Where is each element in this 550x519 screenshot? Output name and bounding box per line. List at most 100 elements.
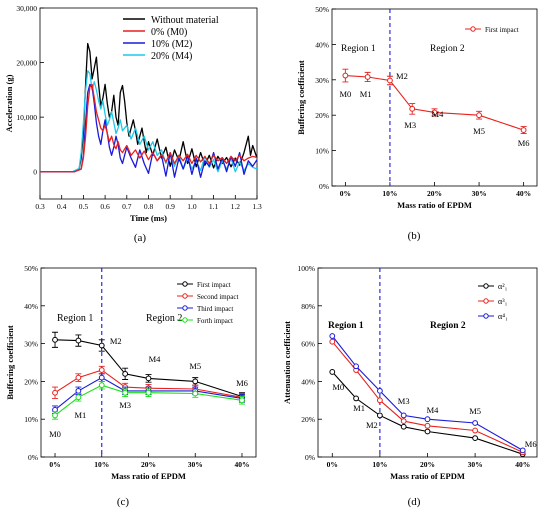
legend-label: Third impact <box>197 305 233 313</box>
data-point <box>329 333 336 339</box>
y-tick-label: 60% <box>301 340 315 349</box>
data-point <box>353 363 359 370</box>
data-point <box>353 395 359 402</box>
point-label: M4 <box>427 405 440 415</box>
legend-label: α⁴₁ <box>498 312 508 321</box>
region-1-label: Region 1 <box>341 44 376 54</box>
y-tick-label: 100% <box>298 264 316 273</box>
y-tick-label: 30% <box>315 76 329 85</box>
y-tick-label: 20% <box>301 415 315 424</box>
x-tick-label: 30% <box>188 460 203 469</box>
data-point <box>145 375 152 382</box>
y-tick-label: 10% <box>315 147 329 156</box>
data-point <box>122 389 129 396</box>
point-label: M3 <box>398 396 410 406</box>
y-tick-label: 40% <box>315 40 329 49</box>
x-tick-label: 30% <box>468 460 483 469</box>
data-point <box>476 112 482 119</box>
x-tick-label: 40% <box>516 189 531 198</box>
data-point <box>52 412 58 419</box>
panel-label: (c) <box>117 496 130 508</box>
y-tick-label: 50% <box>24 264 38 273</box>
point-label: M2 <box>396 71 408 81</box>
data-point <box>329 369 336 375</box>
region-1-label: Region 1 <box>57 313 93 324</box>
y-tick-label: 20,000 <box>16 59 37 68</box>
legend-marker <box>483 283 489 289</box>
x-tick-label: 20% <box>427 189 442 198</box>
legend-marker <box>483 298 489 304</box>
x-tick-label: 1.1 <box>209 202 219 211</box>
panel-b: 0% 10% 20% 30% 40% 50% 0% 10% 20% 30% 40% Region 1 R… <box>296 5 538 242</box>
x-tick-label: 40% <box>234 460 249 469</box>
legend-label: First impact <box>197 281 231 289</box>
point-label: M4 <box>149 354 162 364</box>
x-tick-label: 0.7 <box>122 202 132 211</box>
y-tick-label: 0% <box>305 453 315 462</box>
legend-marker <box>470 26 476 32</box>
panel-a: 0 10,000 20,000 30,000 0.3 0.4 0.5 0.6 0.7 0.8 0.9… <box>4 4 262 244</box>
x-tick-label: 0.4 <box>57 202 67 211</box>
data-point <box>409 105 416 112</box>
x-tick-label: 40% <box>515 460 530 469</box>
x-axis-label: Time (ms) <box>130 213 167 223</box>
x-tick-label: 0% <box>327 460 338 469</box>
legend-marker <box>182 305 188 311</box>
x-tick-label: 0% <box>340 189 351 198</box>
legend-label: Second impact <box>197 293 238 301</box>
legend-label: 10% (M2) <box>151 39 192 50</box>
data-point <box>424 428 431 435</box>
data-point <box>122 370 129 377</box>
point-label: M4 <box>432 109 445 119</box>
data-point <box>376 387 383 394</box>
y-tick-label: 50% <box>315 5 329 14</box>
x-tick-label: 10% <box>382 189 397 198</box>
region-1-label: Region 1 <box>328 321 364 331</box>
x-tick-label: 30% <box>472 189 487 198</box>
region-2-label: Region 2 <box>430 321 466 331</box>
y-tick-label: 30% <box>24 340 38 349</box>
point-label: M1 <box>353 403 365 413</box>
series-line-1 <box>331 341 523 453</box>
point-label: M5 <box>189 361 201 371</box>
legend-label: 0% (M0) <box>151 27 187 38</box>
data-point <box>75 394 82 401</box>
x-tick-label: 0.6 <box>100 202 110 211</box>
point-label: M6 <box>236 378 248 388</box>
y-axis-label: Acceleration (g) <box>4 74 14 132</box>
x-tick-label: 0.3 <box>35 202 45 211</box>
panel-c: 0% 10% 20% 30% 40% 50% 0% 10% 20% 30% 40% Region 1 R… <box>5 264 257 508</box>
x-tick-label: 20% <box>141 460 156 469</box>
legend-label: First impact <box>485 26 519 34</box>
data-point <box>364 74 371 80</box>
x-tick-label: 0.5 <box>79 202 89 211</box>
data-point <box>52 336 58 343</box>
data-point <box>75 387 82 394</box>
y-tick-label: 0% <box>319 182 329 191</box>
x-tick-label: 0.8 <box>144 202 154 211</box>
y-axis-label: Buffering coefficient <box>5 325 15 400</box>
y-tick-label: 20% <box>315 111 329 120</box>
point-label: M3 <box>404 120 416 130</box>
data-point <box>98 374 105 381</box>
data-point <box>400 412 407 419</box>
point-label: M2 <box>366 420 378 430</box>
x-tick-label: 1.0 <box>187 202 197 211</box>
data-point <box>520 127 527 133</box>
point-label: M2 <box>110 336 122 346</box>
data-point <box>192 378 199 385</box>
legend-marker <box>483 313 489 319</box>
data-point <box>98 342 105 349</box>
point-label: M5 <box>469 406 481 416</box>
region-2-label: Region 2 <box>430 44 465 54</box>
series-line-0 <box>345 75 524 131</box>
point-label: M6 <box>518 138 530 148</box>
x-tick-label: 20% <box>420 460 435 469</box>
legend-label: α³₁ <box>498 297 508 306</box>
y-axis-label: Attenuation coefficient <box>282 321 292 404</box>
legend-label: Without material <box>151 15 219 26</box>
series-line-0 <box>40 42 258 173</box>
point-label: M0 <box>332 382 344 392</box>
legend-label: 20% (M4) <box>151 51 192 62</box>
